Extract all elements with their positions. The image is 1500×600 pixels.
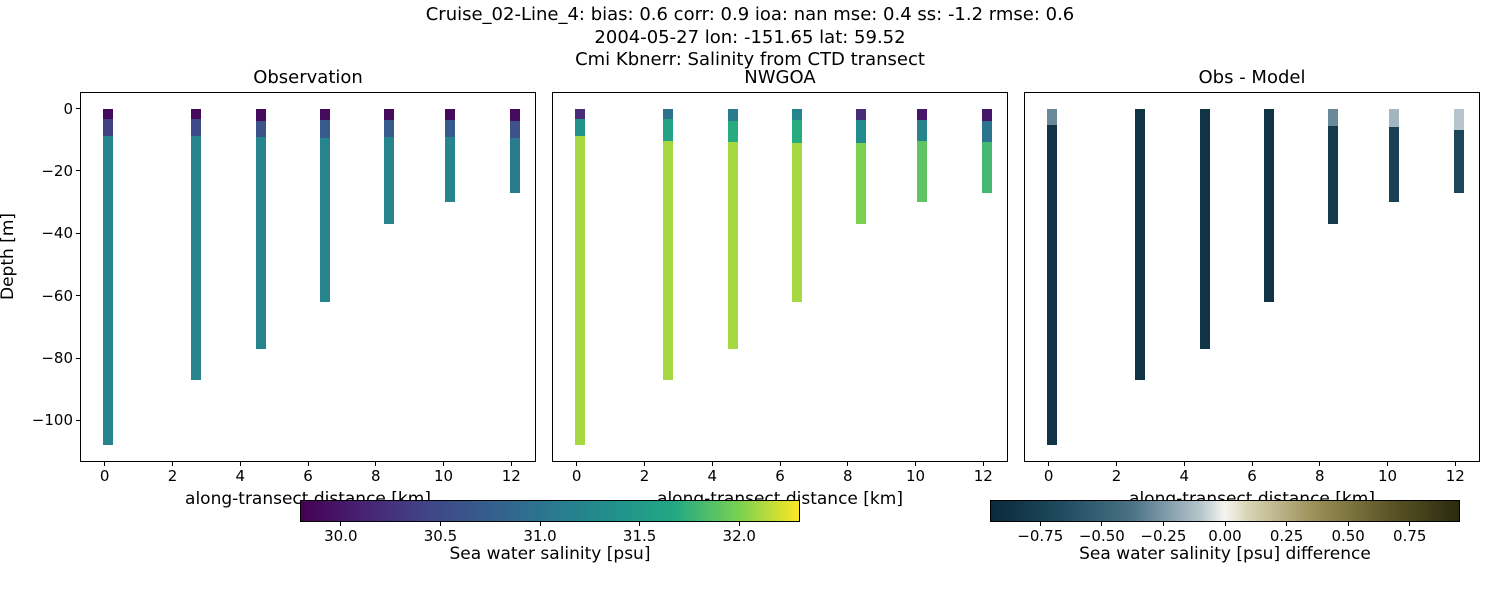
ctd-profile	[320, 109, 330, 302]
ytick: −100	[32, 411, 81, 429]
panel-title-nwgoa: NWGOA	[553, 67, 1007, 88]
ctd-profile	[1264, 109, 1274, 302]
colorbar-salinity: 30.030.531.031.532.0 Sea water salinity …	[300, 500, 800, 570]
ctd-profile	[191, 109, 201, 380]
title-line-1: Cruise_02-Line_4: bias: 0.6 corr: 0.9 io…	[0, 4, 1500, 27]
panel-title-diff: Obs - Model	[1025, 67, 1479, 88]
colorbar-diff: −0.75−0.50−0.250.000.250.500.75 Sea wate…	[990, 500, 1460, 570]
panel-diff: Obs - Model along-transect distance [km]…	[1024, 92, 1480, 462]
ctd-profile	[1135, 109, 1145, 380]
panel-observation: Observation along-transect distance [km]…	[80, 92, 536, 462]
y-axis-label: Depth [m]	[0, 213, 18, 300]
ctd-profile	[728, 109, 738, 349]
ctd-profile	[256, 109, 266, 349]
ctd-profile	[1328, 109, 1338, 224]
colorbar-diff-bar: −0.75−0.50−0.250.000.250.500.75	[990, 500, 1460, 522]
ctd-profile	[510, 109, 520, 193]
ctd-profile	[1200, 109, 1210, 349]
colorbar-salinity-bar: 30.030.531.031.532.0	[300, 500, 800, 522]
ctd-profile	[856, 109, 866, 224]
colorbar-diff-label: Sea water salinity [psu] difference	[990, 544, 1460, 564]
ctd-profile	[917, 109, 927, 203]
ctd-profile	[1454, 109, 1464, 193]
ctd-profile	[1047, 109, 1057, 446]
colorbar-salinity-label: Sea water salinity [psu]	[300, 544, 800, 564]
ctd-profile	[982, 109, 992, 193]
ctd-profile	[663, 109, 673, 380]
panel-row: Observation along-transect distance [km]…	[80, 92, 1480, 462]
ctd-profile	[1389, 109, 1399, 203]
panel-nwgoa: NWGOA along-transect distance [km] 02468…	[552, 92, 1008, 462]
ctd-profile	[384, 109, 394, 224]
title-line-2: 2004-05-27 lon: -151.65 lat: 59.52	[0, 27, 1500, 50]
figure-title: Cruise_02-Line_4: bias: 0.6 corr: 0.9 io…	[0, 0, 1500, 72]
ctd-profile	[445, 109, 455, 203]
ctd-profile	[575, 109, 585, 446]
ctd-profile	[792, 109, 802, 302]
ctd-profile	[103, 109, 113, 446]
panel-title-observation: Observation	[81, 67, 535, 88]
